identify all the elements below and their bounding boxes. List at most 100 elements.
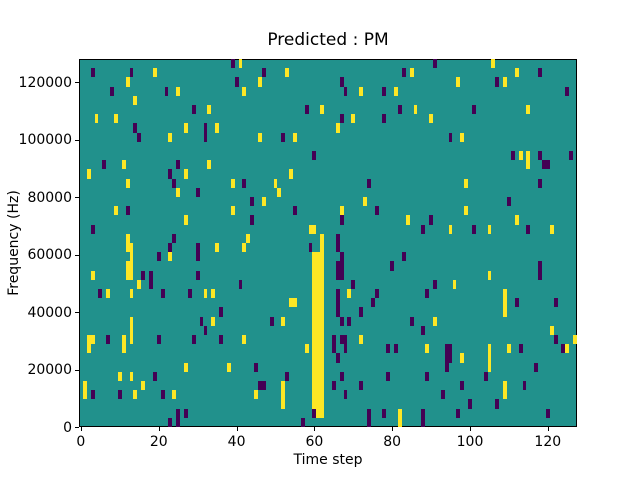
heatmap-cell [363, 197, 367, 207]
heatmap-cell [514, 68, 519, 78]
heatmap-cell [215, 123, 220, 133]
x-tick-label: 0 [76, 434, 86, 450]
heatmap-cell [359, 335, 363, 345]
heatmap-cell [409, 68, 414, 78]
heatmap-cell [526, 224, 531, 234]
heatmap-cell [141, 270, 146, 280]
heatmap-cell [444, 353, 449, 363]
x-axis-label: Time step [293, 452, 363, 468]
heatmap-cell [401, 68, 406, 78]
heatmap-cell [526, 151, 531, 161]
heatmap-cell [312, 289, 317, 299]
heatmap-cell [331, 381, 336, 391]
heatmap-cell [114, 114, 118, 124]
heatmap-cell [320, 270, 325, 280]
y-axis-label: Frequency (Hz) [6, 190, 22, 296]
heatmap-cell [312, 353, 317, 363]
heatmap-cell [316, 298, 321, 308]
heatmap-cell [374, 206, 379, 216]
heatmap-cell [316, 362, 321, 372]
heatmap-cell [125, 243, 130, 253]
heatmap-cell [184, 362, 188, 372]
heatmap-cell [320, 335, 325, 345]
heatmap-cell [514, 215, 519, 225]
y-tick-label: 80000 [27, 189, 72, 206]
heatmap-cell [549, 325, 554, 335]
heatmap-cell [514, 298, 519, 308]
heatmap-cell [468, 399, 472, 409]
heatmap-cell [254, 362, 258, 372]
heatmap-cell [495, 399, 500, 409]
heatmap-cell [487, 362, 492, 372]
heatmap-cell [312, 298, 317, 308]
heatmap-cell [405, 215, 410, 225]
heatmap-cell [117, 371, 122, 381]
heatmap-cell [230, 206, 235, 216]
heatmap-cell [172, 390, 177, 400]
heatmap-cell [289, 169, 293, 179]
heatmap-cell [160, 289, 165, 299]
heatmap-cell [292, 132, 297, 142]
heatmap-cell [308, 224, 313, 234]
heatmap-cell [316, 261, 321, 271]
heatmap-cell [203, 123, 208, 133]
heatmap-cell [129, 289, 134, 299]
heatmap-cell [121, 344, 126, 354]
heatmap-cell [281, 390, 286, 400]
heatmap-cell [487, 270, 492, 280]
y-tick-label: 0 [63, 419, 72, 436]
heatmap-cell [553, 298, 558, 308]
heatmap-cell [141, 381, 146, 391]
heatmap-cell [164, 86, 169, 96]
heatmap-cell [553, 335, 558, 345]
heatmap-cell [90, 224, 95, 234]
heatmap-cell [335, 243, 340, 253]
heatmap-cell [125, 77, 130, 87]
heatmap-cell [464, 178, 469, 188]
heatmap-cell [339, 335, 344, 345]
heatmap-cell [129, 252, 134, 262]
heatmap-cell [573, 335, 577, 345]
heatmap-cell [90, 68, 95, 78]
heatmap-cell [421, 325, 426, 335]
y-tick-mark [75, 197, 79, 198]
heatmap-cell [398, 105, 402, 115]
heatmap-cell [320, 298, 325, 308]
heatmap-cell [316, 289, 321, 299]
heatmap-cell [129, 243, 134, 253]
heatmap-cell [82, 381, 87, 391]
heatmap-cell [335, 233, 340, 243]
heatmap-cell [503, 381, 507, 391]
y-tick-mark [75, 427, 79, 428]
heatmap-cell [250, 197, 255, 207]
heatmap-cell [203, 132, 208, 142]
heatmap-cell [382, 86, 387, 96]
heatmap-cell [149, 270, 153, 280]
heatmap-cell [316, 252, 321, 262]
heatmap-cell [312, 390, 317, 400]
y-tick-label: 40000 [27, 304, 72, 321]
heatmap-cell [316, 307, 321, 317]
heatmap-cell [184, 169, 188, 179]
heatmap-cell [526, 160, 531, 170]
heatmap-cell [448, 224, 453, 234]
heatmap-cell [195, 270, 200, 280]
heatmap-cell [503, 289, 507, 299]
y-tick-label: 120000 [18, 74, 72, 91]
heatmap-cell [312, 381, 317, 391]
heatmap-cell [312, 362, 317, 372]
heatmap-cell [398, 408, 402, 418]
heatmap-cell [320, 390, 325, 400]
x-tick-mark [392, 427, 394, 431]
heatmap-cell [320, 353, 325, 363]
heatmap-cell [506, 344, 511, 354]
x-tick-label: 60 [305, 434, 324, 450]
heatmap-cell [359, 381, 363, 391]
heatmap-cell [102, 160, 107, 170]
heatmap-cell [421, 408, 426, 418]
heatmap-cell [335, 261, 340, 271]
heatmap-cell [172, 178, 177, 188]
heatmap-cell [565, 86, 570, 96]
heatmap-cell [538, 270, 542, 280]
heatmap-cell [312, 316, 317, 326]
